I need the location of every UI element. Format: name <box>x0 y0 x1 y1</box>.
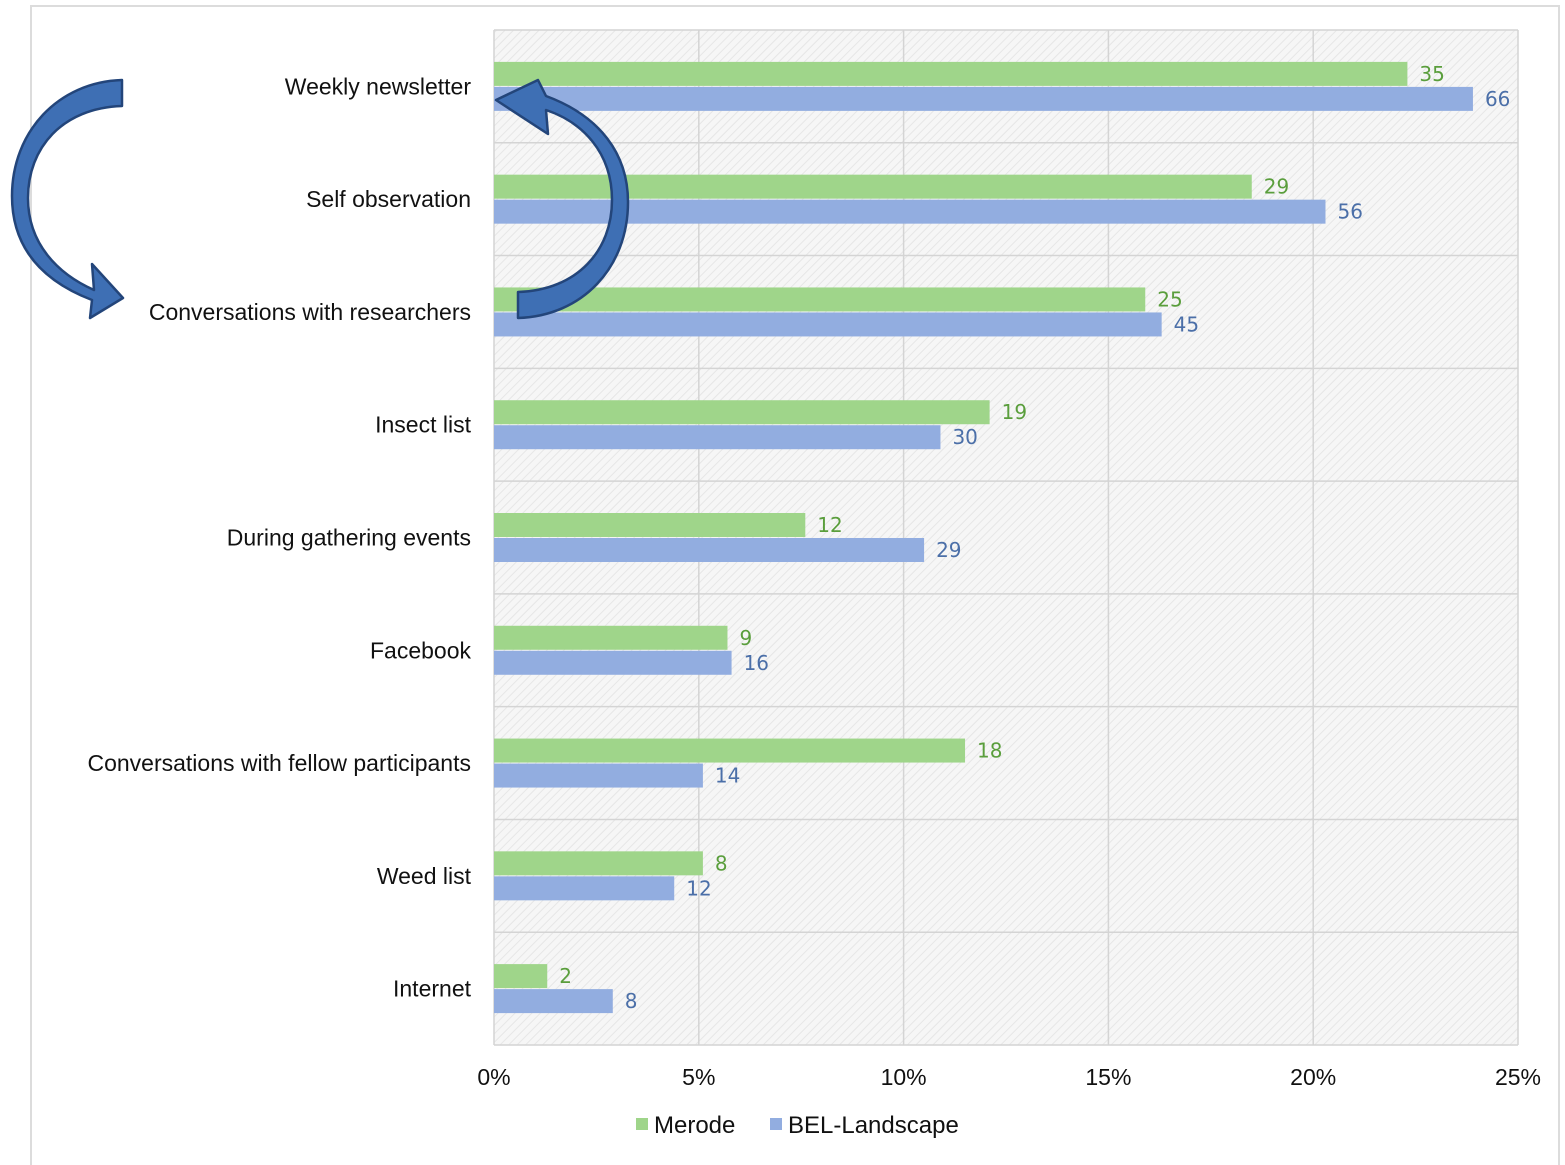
bar-bel-landscape <box>494 650 732 675</box>
x-tick-label: 20% <box>1290 1064 1336 1090</box>
data-label: 14 <box>715 764 740 788</box>
bar-merode <box>494 513 806 537</box>
legend-swatch <box>636 1118 648 1130</box>
curved-arrow-left-icon <box>10 78 125 320</box>
data-label: 29 <box>936 538 961 562</box>
annotation-arrows <box>10 78 630 320</box>
data-label: 45 <box>1174 312 1199 336</box>
bar-bel-landscape <box>494 86 1473 111</box>
curved-arrow-right-icon <box>494 78 630 320</box>
bar-merode <box>494 400 990 425</box>
data-label: 25 <box>1157 287 1182 311</box>
bar-merode <box>494 851 703 876</box>
labels: 0% 5% 10% 15% 20% 25% Weekly newsletter 35 66 Sel… <box>87 62 1541 1090</box>
x-tick-label: 15% <box>1085 1064 1131 1090</box>
bar-bel-landscape <box>494 989 613 1014</box>
data-label: 56 <box>1337 200 1362 224</box>
bar-merode <box>494 287 1146 312</box>
data-label: 30 <box>952 425 977 449</box>
legend-label: Merode <box>654 1112 735 1139</box>
data-label: 16 <box>744 651 769 675</box>
category-label: Conversations with fellow participants <box>87 750 471 776</box>
data-label: 29 <box>1264 175 1289 199</box>
data-label: 18 <box>977 739 1002 763</box>
grid-lines <box>493 29 1519 1046</box>
chart-frame <box>30 5 1560 1165</box>
bar-merode <box>494 61 1408 86</box>
legend-swatch <box>770 1118 782 1130</box>
data-label: 8 <box>715 851 728 875</box>
x-tick-label: 10% <box>881 1064 927 1090</box>
bar-bel-landscape <box>494 199 1326 224</box>
category-label: Conversations with researchers <box>149 299 471 325</box>
category-label: Weed list <box>377 863 472 889</box>
data-label: 35 <box>1419 62 1444 86</box>
plot-area <box>494 30 1518 1045</box>
category-label: During gathering events <box>227 525 471 551</box>
data-label: 66 <box>1485 87 1510 111</box>
data-label: 19 <box>1002 400 1027 424</box>
bars <box>494 61 1473 1014</box>
data-label: 9 <box>739 626 752 650</box>
legend-label: BEL-Landscape <box>788 1112 959 1139</box>
data-label: 12 <box>686 876 711 900</box>
x-tick-label: 25% <box>1495 1064 1541 1090</box>
category-label: Internet <box>393 976 472 1002</box>
bar-merode <box>494 964 548 989</box>
category-label: Self observation <box>306 186 471 212</box>
bar-bel-landscape <box>494 312 1162 337</box>
bar-bel-landscape <box>494 763 703 788</box>
bar-bel-landscape <box>494 876 675 901</box>
bar-bel-landscape <box>494 425 941 450</box>
category-label: Weekly newsletter <box>285 73 472 99</box>
legend: Merode BEL-Landscape <box>636 1112 959 1139</box>
x-tick-label: 5% <box>682 1064 715 1090</box>
bar-merode <box>494 738 966 763</box>
bar-bel-landscape <box>494 538 925 562</box>
category-label: Facebook <box>370 637 472 663</box>
bar-merode <box>494 174 1252 199</box>
category-label: Insect list <box>375 412 471 438</box>
data-label: 2 <box>559 964 572 988</box>
data-label: 12 <box>817 513 842 537</box>
bar-merode <box>494 625 728 650</box>
data-label: 8 <box>625 989 638 1013</box>
x-tick-label: 0% <box>477 1064 510 1090</box>
